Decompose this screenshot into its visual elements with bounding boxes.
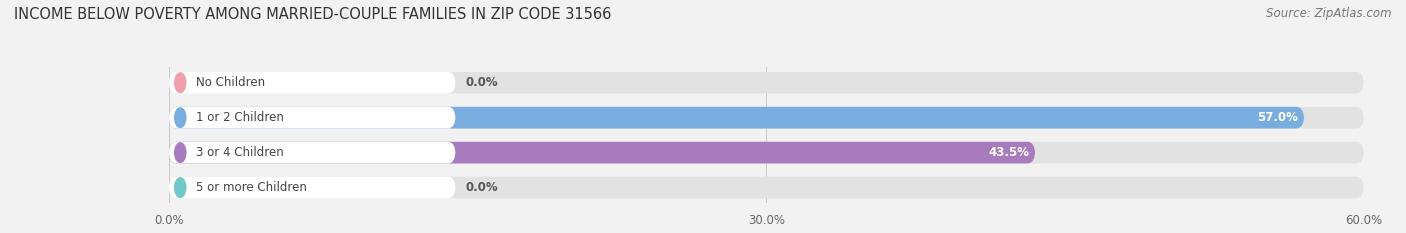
Circle shape: [174, 73, 186, 93]
Circle shape: [174, 143, 186, 162]
Text: 3 or 4 Children: 3 or 4 Children: [195, 146, 284, 159]
Text: 0.0%: 0.0%: [465, 181, 498, 194]
Text: No Children: No Children: [195, 76, 264, 89]
FancyBboxPatch shape: [169, 107, 456, 129]
FancyBboxPatch shape: [169, 177, 456, 199]
Text: 57.0%: 57.0%: [1257, 111, 1298, 124]
FancyBboxPatch shape: [169, 142, 1035, 164]
Circle shape: [174, 178, 186, 197]
Text: INCOME BELOW POVERTY AMONG MARRIED-COUPLE FAMILIES IN ZIP CODE 31566: INCOME BELOW POVERTY AMONG MARRIED-COUPL…: [14, 7, 612, 22]
FancyBboxPatch shape: [169, 107, 1364, 129]
Text: 1 or 2 Children: 1 or 2 Children: [195, 111, 284, 124]
FancyBboxPatch shape: [169, 72, 456, 94]
Text: 0.0%: 0.0%: [465, 76, 498, 89]
FancyBboxPatch shape: [169, 107, 1305, 129]
Circle shape: [174, 108, 186, 127]
FancyBboxPatch shape: [169, 142, 456, 164]
Text: 5 or more Children: 5 or more Children: [195, 181, 307, 194]
FancyBboxPatch shape: [169, 72, 1364, 94]
FancyBboxPatch shape: [169, 177, 1364, 199]
FancyBboxPatch shape: [169, 142, 1364, 164]
Text: Source: ZipAtlas.com: Source: ZipAtlas.com: [1267, 7, 1392, 20]
Text: 43.5%: 43.5%: [988, 146, 1029, 159]
